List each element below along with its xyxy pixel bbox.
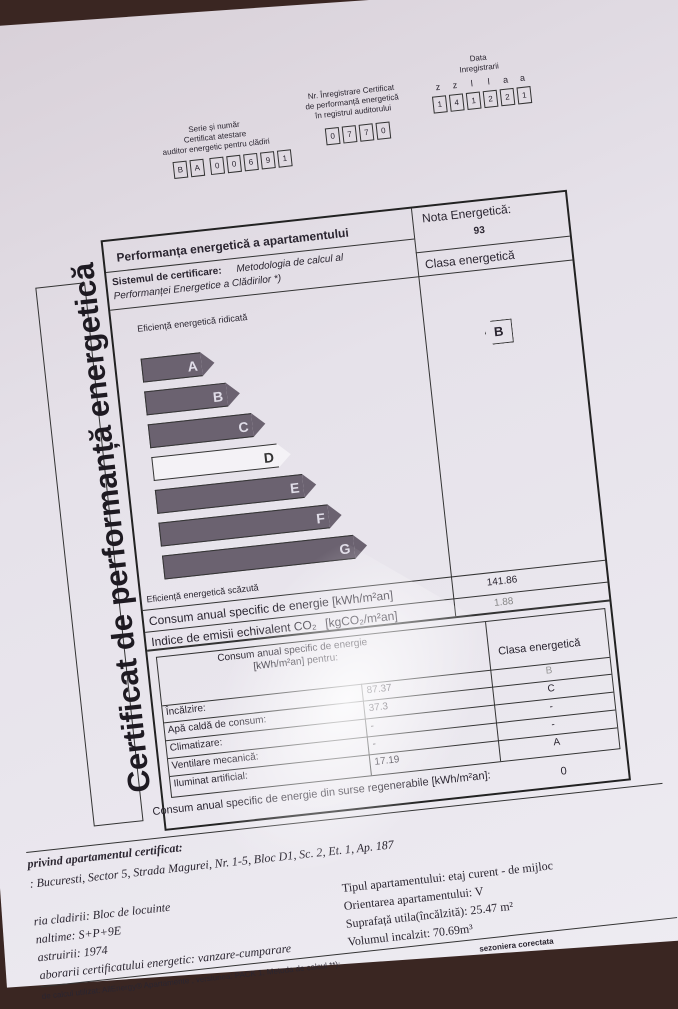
renewable-value: 0 <box>559 765 568 778</box>
box: 1 <box>431 95 448 114</box>
class-arrow-b: B <box>144 382 229 416</box>
box: 7 <box>358 123 375 142</box>
box: 7 <box>341 125 358 144</box>
nota-value: 93 <box>473 224 486 237</box>
fmt: l <box>470 78 474 89</box>
emisii-value: 1.88 <box>493 595 515 609</box>
box: 2 <box>499 87 516 107</box>
box: 0 <box>324 126 341 146</box>
fmt: a <box>502 74 509 85</box>
row-class: - <box>548 701 554 713</box>
consum-value: 141.86 <box>486 574 518 589</box>
box: 1 <box>465 91 482 110</box>
row-value: 37.3 <box>368 701 389 715</box>
row-value: - <box>371 738 377 750</box>
box: A <box>189 158 206 178</box>
box: 1 <box>276 149 293 168</box>
class-arrow-d: D <box>151 443 280 482</box>
box: 6 <box>243 152 259 172</box>
high-efficiency-label: Eficiență energetică ridicată <box>136 312 248 334</box>
performance-table: Performanța energetică a apartamentului … <box>100 189 631 831</box>
row-label: Încălzire: <box>165 702 207 719</box>
breakdown-class-header: Clasa energetică <box>497 636 582 658</box>
certificate: Serie și număr Certificat atestare audit… <box>0 31 678 1001</box>
box: 2 <box>482 89 499 109</box>
nota-label: Nota Energetică: <box>421 201 512 226</box>
row-value: 17.19 <box>373 754 401 768</box>
row-class: C <box>547 682 556 695</box>
class-arrow-e: E <box>154 473 305 514</box>
row-value: 87.37 <box>366 682 393 697</box>
box: 9 <box>260 151 276 170</box>
row-label: Climatizare: <box>169 737 223 754</box>
box: 0 <box>209 156 226 176</box>
nr-label: Nr. Înregistrare Certificat de performan… <box>286 80 418 124</box>
row-class: A <box>552 736 561 749</box>
breakdown-rows: Încălzire: 87.37 B Apă caldă de consum: 37.… <box>162 656 618 790</box>
box: 1 <box>516 86 533 105</box>
row-class: - <box>550 719 556 731</box>
box: 4 <box>448 93 465 112</box>
calc-method: sezoniera corectata <box>478 936 555 954</box>
fmt: l <box>487 76 491 87</box>
class-arrow-c: C <box>147 413 254 449</box>
paper: Serie și număr Certificat atestare audit… <box>0 0 678 988</box>
box: B <box>172 160 189 180</box>
fmt: z <box>452 79 458 91</box>
row-value: - <box>370 720 375 733</box>
low-efficiency-label: Eficiență energetică scăzută <box>146 582 260 605</box>
energy-class-badge: B <box>484 318 514 345</box>
fmt: z <box>435 81 441 93</box>
box: 0 <box>226 154 242 174</box>
fmt: a <box>519 72 526 84</box>
class-arrow-a: A <box>140 352 203 383</box>
box: 0 <box>375 121 392 140</box>
row-class: B <box>545 665 553 677</box>
